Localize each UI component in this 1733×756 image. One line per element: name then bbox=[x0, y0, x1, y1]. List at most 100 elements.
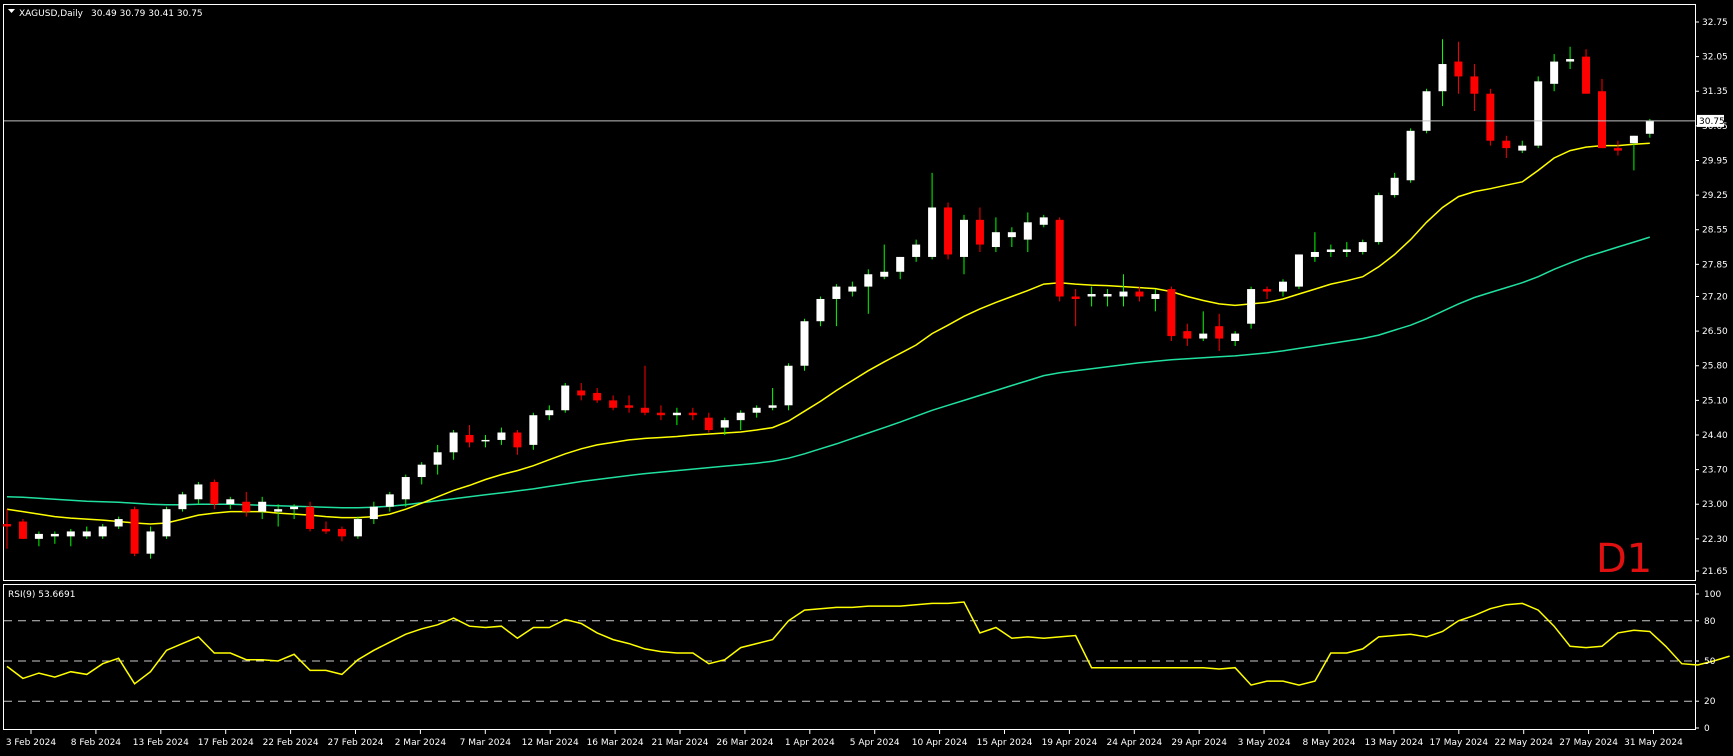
time-tick-label: 2 Mar 2024 bbox=[395, 738, 447, 748]
candle-body bbox=[1566, 59, 1575, 62]
candle-body bbox=[18, 521, 27, 539]
candle-body bbox=[66, 531, 75, 537]
price-tick-label: 31.35 bbox=[1702, 87, 1728, 97]
candle bbox=[465, 425, 474, 448]
candle-body bbox=[465, 434, 474, 443]
rsi-panel[interactable]: RSI(9) 53.6691 bbox=[3, 584, 1730, 730]
candle-body bbox=[688, 412, 697, 416]
candle-body bbox=[1023, 222, 1032, 240]
candle-body bbox=[1039, 217, 1048, 225]
candle bbox=[385, 491, 394, 512]
candle-body bbox=[1231, 333, 1240, 342]
ma-slow-path bbox=[6, 236, 1651, 509]
candle-body bbox=[1374, 195, 1383, 243]
time-tick-label: 27 Feb 2024 bbox=[327, 738, 383, 748]
ma-fast-line bbox=[6, 142, 1650, 525]
time-tick-label: 3 May 2024 bbox=[1238, 738, 1291, 748]
candle bbox=[1103, 289, 1112, 307]
candle bbox=[736, 410, 745, 431]
candle bbox=[816, 296, 825, 327]
candle bbox=[991, 217, 1000, 252]
candle-body bbox=[162, 509, 171, 537]
time-tick-label: 21 Mar 2024 bbox=[651, 738, 708, 748]
candle bbox=[1566, 46, 1575, 69]
price-tick-label: 32.05 bbox=[1702, 53, 1728, 63]
candle bbox=[258, 496, 267, 520]
candle-body bbox=[944, 207, 953, 255]
candle bbox=[1438, 39, 1447, 107]
candle-body bbox=[625, 405, 634, 408]
candle-body bbox=[928, 207, 937, 257]
time-tick-label: 27 May 2024 bbox=[1559, 738, 1618, 748]
candle-body bbox=[1629, 135, 1638, 144]
candle bbox=[337, 526, 346, 542]
candle bbox=[928, 172, 937, 260]
candle-body bbox=[34, 533, 43, 539]
candle-body bbox=[1582, 56, 1591, 94]
candle-body bbox=[1310, 251, 1319, 257]
candle bbox=[1358, 239, 1367, 255]
price-tick-label: 23.70 bbox=[1702, 466, 1728, 476]
candle-body bbox=[306, 506, 315, 529]
candle bbox=[82, 526, 91, 539]
candle bbox=[226, 496, 235, 510]
price-panel[interactable]: XAGUSD,Daily 30.49 30.79 30.41 30.75 D1 bbox=[3, 4, 1696, 583]
candle bbox=[1135, 286, 1144, 302]
candle-body bbox=[641, 407, 649, 413]
candle bbox=[1007, 227, 1016, 248]
candle-body bbox=[609, 400, 618, 408]
candle bbox=[529, 412, 538, 450]
candle-body bbox=[481, 439, 490, 442]
candle bbox=[66, 528, 75, 547]
candle bbox=[146, 526, 155, 559]
candle-body bbox=[1183, 331, 1192, 339]
rsi-tick-label: 20 bbox=[1704, 697, 1716, 707]
price-tick-label: 28.55 bbox=[1702, 226, 1728, 236]
time-tick-label: 13 May 2024 bbox=[1365, 738, 1424, 748]
candle bbox=[832, 284, 841, 327]
candle bbox=[50, 531, 59, 544]
rsi-tick-label: 80 bbox=[1704, 617, 1716, 627]
candle bbox=[1613, 140, 1622, 156]
price-tick-label: 25.80 bbox=[1702, 362, 1728, 372]
rsi-level-lines bbox=[4, 620, 1695, 702]
candle-body bbox=[194, 484, 203, 500]
current-price-box bbox=[1697, 114, 1724, 127]
time-tick-label: 31 May 2024 bbox=[1624, 738, 1683, 748]
candle-body bbox=[720, 420, 729, 428]
candle bbox=[768, 388, 777, 411]
price-tick-label: 25.10 bbox=[1702, 396, 1728, 406]
rsi-tick-label: 100 bbox=[1704, 590, 1721, 600]
candle-body bbox=[3, 524, 11, 527]
rsi-label: RSI(9) 53.6691 bbox=[8, 590, 75, 600]
candle-body bbox=[912, 244, 921, 257]
dropdown-triangle-icon[interactable] bbox=[8, 9, 15, 13]
candle bbox=[322, 521, 330, 534]
candle-body bbox=[593, 392, 602, 401]
candle-body bbox=[1422, 91, 1431, 131]
candle-body bbox=[704, 417, 713, 431]
candle-body bbox=[322, 528, 330, 532]
candle-body bbox=[1454, 61, 1463, 77]
candle-body bbox=[1390, 177, 1399, 196]
rsi-tick-label: 0 bbox=[1704, 724, 1710, 734]
candle-body bbox=[369, 506, 378, 520]
candle-body bbox=[497, 432, 506, 440]
candle-body bbox=[832, 286, 841, 299]
time-tick-label: 17 May 2024 bbox=[1429, 738, 1488, 748]
candle bbox=[1518, 140, 1527, 154]
candle-body bbox=[1598, 91, 1606, 149]
candle-body bbox=[1007, 232, 1016, 238]
candle bbox=[672, 407, 681, 426]
time-tick-label: 7 Mar 2024 bbox=[460, 738, 512, 748]
candle bbox=[641, 365, 649, 416]
price-tick-label: 29.25 bbox=[1702, 191, 1728, 201]
candle-body bbox=[146, 531, 155, 554]
price-tick-label: 26.50 bbox=[1702, 327, 1728, 337]
candle-body bbox=[50, 533, 59, 537]
price-tick-label: 22.30 bbox=[1702, 535, 1728, 545]
candle-body bbox=[545, 410, 554, 416]
candle bbox=[1502, 135, 1511, 159]
candle-body bbox=[991, 232, 1000, 248]
